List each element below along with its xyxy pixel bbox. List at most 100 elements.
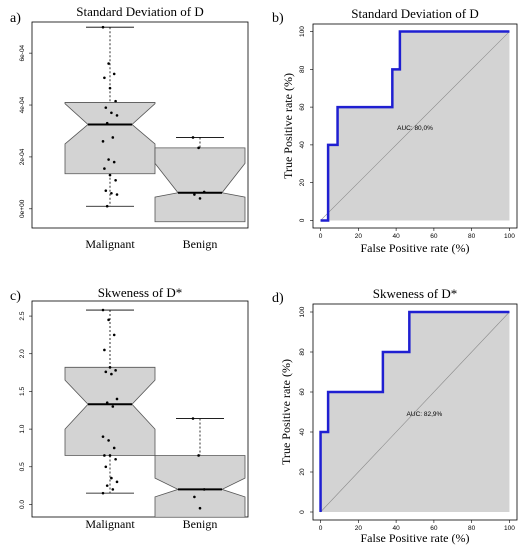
chart-c-point — [105, 401, 109, 405]
chart-c-box — [64, 366, 156, 456]
chart-b-xtick-label: 80 — [468, 233, 476, 240]
chart-c-point — [108, 454, 112, 457]
chart-a-category-label: Benign — [183, 237, 218, 251]
chart-d-ytick-label: 40 — [299, 428, 306, 436]
chart-d-ytick-label: 20 — [299, 468, 306, 476]
chart-c-point — [197, 454, 200, 457]
chart-d-panel-label: d) — [272, 291, 284, 306]
chart-c-point — [105, 484, 109, 487]
chart-c-ytick-label: 1.0 — [19, 424, 26, 433]
chart-d-xtick-label: 20 — [355, 525, 363, 532]
chart-a-panel-label: a) — [10, 11, 21, 26]
chart-c-point — [115, 480, 119, 484]
chart-a-point — [193, 193, 196, 196]
chart-c-point — [193, 495, 196, 499]
chart-a-point — [107, 158, 110, 161]
chart-a-point — [103, 167, 106, 170]
chart-b-xtick-label: 40 — [392, 233, 400, 240]
chart-c-point — [114, 369, 117, 372]
chart-d-auc-label: AUC: 82,9% — [407, 411, 443, 418]
chart-c-ytick-label: 0.0 — [19, 500, 26, 509]
chart-a-ytick-label: 2e-04 — [19, 148, 26, 165]
chart-a-point — [112, 160, 116, 164]
chart-c-box — [154, 455, 246, 518]
chart-a-point — [197, 146, 200, 150]
chart-b-ytick-label: 60 — [299, 103, 306, 111]
chart-b-ylabel: True Positive rate (%) — [281, 73, 295, 179]
chart-b-frame — [312, 23, 518, 229]
chart-a-point — [114, 99, 117, 103]
chart-c-point — [110, 372, 113, 376]
chart-c-point — [111, 488, 115, 491]
chart-c-category-label: Malignant — [85, 517, 135, 531]
chart-a-point — [111, 136, 115, 139]
chart-b-title: Standard Deviation of D — [351, 6, 478, 21]
chart-a-point — [202, 190, 206, 194]
chart-a-point — [101, 140, 105, 143]
chart-a-point — [104, 189, 108, 192]
chart-a-point — [114, 178, 117, 182]
chart-a-ytick-label: 6e-04 — [19, 44, 26, 61]
chart-a-point — [108, 86, 112, 90]
chart-a-ytick-label: 4e-04 — [19, 96, 26, 113]
chart-c-point — [202, 488, 206, 491]
chart-c-point — [111, 405, 115, 408]
chart-a-point — [105, 121, 109, 125]
chart-a-point — [104, 106, 108, 109]
chart-a-point — [115, 114, 119, 117]
chart-d-xtick-label: 80 — [468, 525, 476, 532]
chart-d-ylabel: True Positive rate (%) — [279, 359, 293, 465]
chart-c-ytick-label: 2.5 — [19, 311, 26, 320]
chart-a-point — [101, 25, 105, 29]
chart-a-point — [110, 191, 113, 195]
chart-a-point — [198, 197, 202, 200]
chart-a-point — [110, 111, 113, 115]
chart-a-point — [105, 204, 109, 208]
chart-c-point — [107, 439, 110, 442]
chart-b-auc-label: AUC: 80,0% — [397, 125, 433, 132]
chart-a-point — [108, 173, 112, 177]
chart-b-xtick-label: 0 — [319, 233, 323, 240]
chart-c-point — [191, 417, 195, 420]
chart-b-ytick-label: 100 — [299, 26, 306, 37]
chart-c-point — [103, 348, 106, 352]
chart-d-xtick-label: 0 — [319, 525, 323, 532]
chart-d-xlabel: False Positive rate (%) — [361, 531, 470, 545]
chart-b-panel-label: b) — [272, 11, 284, 26]
chart-d-ytick-label: 80 — [299, 348, 306, 356]
chart-c-ytick-label: 2.0 — [19, 349, 26, 358]
chart-a-point — [115, 193, 119, 196]
chart-c-point — [101, 308, 105, 312]
chart-a-box — [64, 102, 156, 175]
chart-c-point — [107, 318, 110, 322]
chart-c-point — [103, 454, 106, 457]
chart-c-point — [115, 397, 119, 401]
chart-b-ytick-label: 20 — [299, 179, 306, 187]
chart-c-point — [112, 446, 116, 450]
chart-b-ytick-label: 40 — [299, 141, 306, 149]
chart-c-point — [104, 370, 108, 374]
chart-d-title: Skweness of D* — [373, 286, 458, 301]
chart-d-xtick-label: 60 — [430, 525, 438, 532]
chart-a-ytick-label: 0e+00 — [19, 199, 26, 218]
chart-c-ytick-label: 1.5 — [19, 387, 26, 396]
chart-d-ytick-label: 100 — [299, 306, 306, 317]
chart-c-point — [198, 506, 202, 510]
chart-d-diagonal — [320, 311, 510, 513]
chart-a-title: Standard Deviation of D — [76, 4, 203, 19]
chart-c-point — [101, 435, 105, 438]
chart-b-xtick-label: 60 — [430, 233, 438, 240]
chart-b-diagonal — [320, 31, 510, 221]
chart-b-roc-line — [320, 30, 510, 222]
chart-d-ytick-label: 0 — [299, 510, 306, 514]
chart-c-frame — [31, 300, 249, 518]
chart-d-xtick-label: 40 — [392, 525, 400, 532]
chart-b-ytick-label: 0 — [299, 218, 306, 222]
chart-c-point — [108, 366, 112, 369]
chart-b-xlabel: False Positive rate (%) — [361, 241, 470, 255]
chart-d-frame — [312, 303, 518, 521]
chart-b-xtick-label: 20 — [355, 233, 363, 240]
chart-d-ytick-label: 60 — [299, 388, 306, 396]
chart-a-category-label: Malignant — [85, 237, 135, 251]
